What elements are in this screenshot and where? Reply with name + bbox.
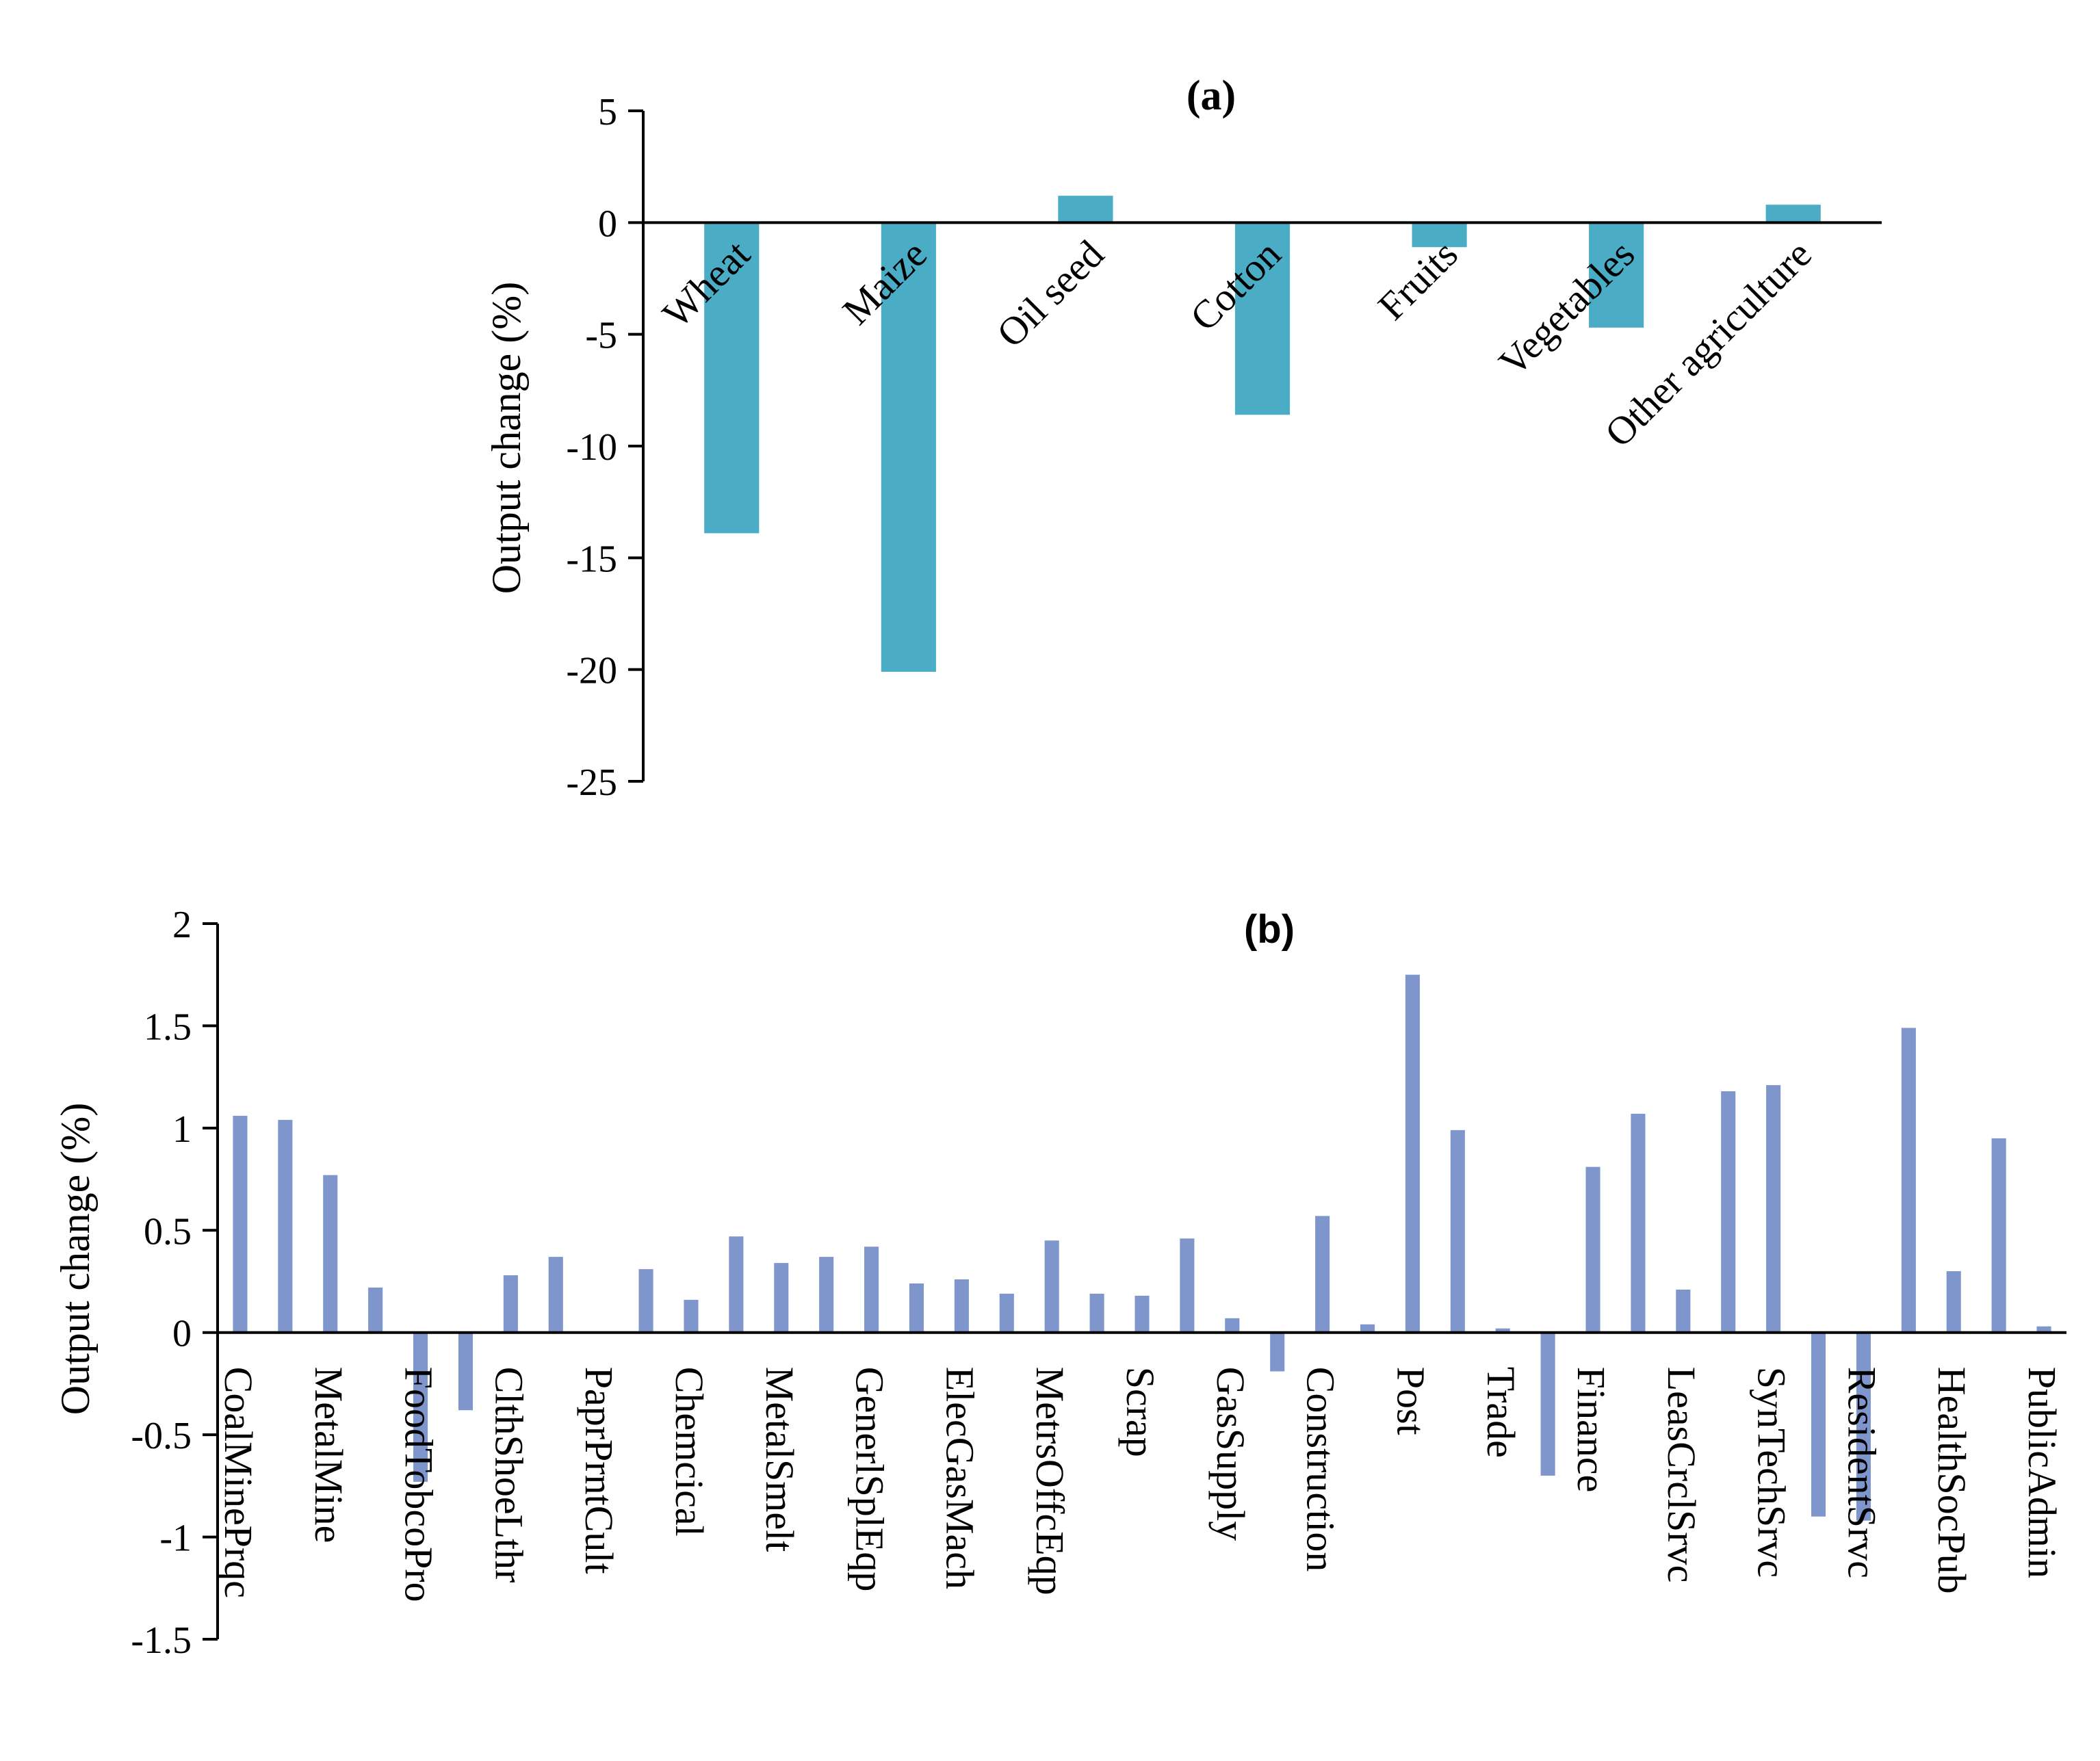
b-bar-30 — [1585, 1166, 1600, 1333]
a-ytick-label-5: -20 — [566, 650, 617, 692]
b-bar-34 — [1766, 1085, 1781, 1333]
b-category-label-22: GasSupply — [1208, 1367, 1253, 1541]
b-ytick-label-6: -1 — [159, 1517, 192, 1560]
b-bar-15 — [909, 1283, 924, 1333]
b-category-label-28: Trade — [1479, 1367, 1523, 1458]
b-bar-12 — [774, 1263, 789, 1333]
a-ytick-label-0: 5 — [598, 91, 617, 133]
b-bar-28 — [1495, 1328, 1510, 1333]
panel-b-bar-chart: (b) Output change (%) 2 1.5 1 0.5 0 -0.5 -1 -1.… — [53, 904, 2066, 1662]
b-category-label-36: ResidentSrvc — [1839, 1367, 1884, 1578]
b-category-label-40: PublicAdmin — [2020, 1367, 2064, 1578]
b-category-label-6: ClthShoeLthr — [487, 1367, 531, 1583]
b-bar-13 — [819, 1257, 834, 1333]
b-category-label-26: Post — [1388, 1367, 1433, 1435]
b-category-label-32: LeasCrclSrvc — [1659, 1367, 1704, 1583]
b-bar-4 — [413, 1332, 428, 1482]
b-bar-40 — [2036, 1326, 2051, 1333]
b-bar-16 — [954, 1279, 969, 1333]
b-ytick-label-0: 2 — [172, 904, 192, 946]
b-category-label-12: MetalSmelt — [757, 1367, 802, 1552]
b-category-label-4: FoodTobcoPro — [397, 1367, 441, 1602]
panel-a-y-axis-label: Output change (%) — [484, 282, 529, 595]
b-bar-20 — [1135, 1295, 1150, 1333]
b-bar-1 — [278, 1119, 293, 1333]
b-bar-9 — [638, 1269, 653, 1333]
b-category-label-0: CoalMinePrqc — [216, 1367, 261, 1598]
panel-a-bar-chart: (a) Output change (%) 50-5-10-15-20-25 W… — [484, 73, 1882, 804]
b-bar-5 — [458, 1332, 474, 1411]
a-bar-5 — [1589, 222, 1644, 328]
b-bar-38 — [1946, 1271, 1961, 1333]
b-ytick-label-7: -1.5 — [131, 1619, 192, 1662]
b-ytick-label-1: 1.5 — [144, 1006, 192, 1048]
b-bar-37 — [1901, 1028, 1916, 1333]
b-bar-25 — [1360, 1324, 1375, 1333]
b-bar-31 — [1631, 1113, 1646, 1333]
panel-a-title: (a) — [1187, 73, 1236, 119]
a-bar-6 — [1765, 205, 1821, 223]
a-ytick-label-2: -5 — [585, 315, 617, 357]
a-ytick-label-3: -10 — [566, 426, 617, 469]
b-category-label-10: Chemcical — [667, 1367, 712, 1537]
b-bar-29 — [1540, 1332, 1555, 1476]
b-category-label-20: Scrap — [1118, 1367, 1163, 1457]
b-category-label-8: PaprPrntCult — [577, 1367, 621, 1574]
b-bar-17 — [999, 1293, 1014, 1333]
b-ytick-label-2: 1 — [172, 1108, 192, 1151]
b-category-label-24: Construction — [1299, 1367, 1343, 1572]
a-bar-1 — [881, 222, 936, 672]
b-bar-32 — [1676, 1289, 1691, 1333]
panel-b-y-axis-label: Output change (%) — [53, 1103, 98, 1416]
b-bar-36 — [1856, 1332, 1871, 1521]
b-bar-0 — [233, 1115, 248, 1333]
b-bar-24 — [1315, 1216, 1330, 1333]
b-bar-7 — [548, 1257, 563, 1333]
b-category-label-2: MetalMine — [307, 1367, 351, 1543]
a-bar-3 — [1234, 222, 1291, 415]
panel-a-bars — [704, 196, 1821, 672]
b-category-label-14: GenerlSplEqp — [848, 1367, 892, 1592]
b-bar-11 — [729, 1236, 744, 1333]
b-ytick-label-5: -0.5 — [131, 1415, 192, 1457]
b-category-label-34: SynTechSrvc — [1750, 1367, 1794, 1578]
a-ytick-label-6: -25 — [566, 761, 617, 804]
b-bar-23 — [1270, 1332, 1285, 1372]
panel-b-y-ticks: 2 1.5 1 0.5 0 -0.5 -1 -1.5 — [131, 904, 218, 1662]
a-bar-2 — [1058, 196, 1113, 223]
b-bar-27 — [1450, 1130, 1465, 1333]
panel-b-category-labels: CoalMinePrqc MetalMine FoodTobcoPro ClthSho… — [216, 1367, 2064, 1602]
b-category-label-18: MetrsOffcEqp — [1028, 1367, 1072, 1595]
b-bar-19 — [1089, 1293, 1104, 1333]
b-category-label-30: Finance — [1569, 1367, 1613, 1493]
b-bar-10 — [684, 1299, 699, 1333]
panel-b-title: (b) — [1244, 907, 1295, 952]
a-category-label-2: Oil seed — [988, 232, 1112, 356]
b-bar-33 — [1721, 1091, 1736, 1333]
b-bar-22 — [1225, 1318, 1240, 1333]
b-bar-14 — [864, 1247, 879, 1333]
b-bar-3 — [368, 1287, 383, 1333]
b-category-label-16: ElecGasMach — [937, 1367, 982, 1589]
b-ytick-label-4: 0 — [172, 1313, 192, 1355]
b-bar-21 — [1180, 1238, 1195, 1333]
b-bar-39 — [1991, 1138, 2006, 1333]
panel-b-bars — [233, 974, 2051, 1521]
a-bar-0 — [704, 222, 760, 534]
b-bar-6 — [503, 1275, 518, 1333]
b-bar-18 — [1044, 1240, 1059, 1333]
a-ytick-label-4: -15 — [566, 538, 617, 580]
panel-a-y-ticks: 5 0 -5 -10 -15 -20 -25 — [566, 91, 643, 804]
b-bar-26 — [1405, 974, 1420, 1333]
b-bar-35 — [1811, 1332, 1826, 1517]
a-bar-4 — [1412, 222, 1467, 248]
b-bar-2 — [323, 1175, 338, 1333]
b-category-label-38: HealthSocPub — [1930, 1367, 1974, 1594]
b-ytick-label-3: 0.5 — [144, 1210, 192, 1253]
a-ytick-label-1: 0 — [598, 203, 617, 245]
